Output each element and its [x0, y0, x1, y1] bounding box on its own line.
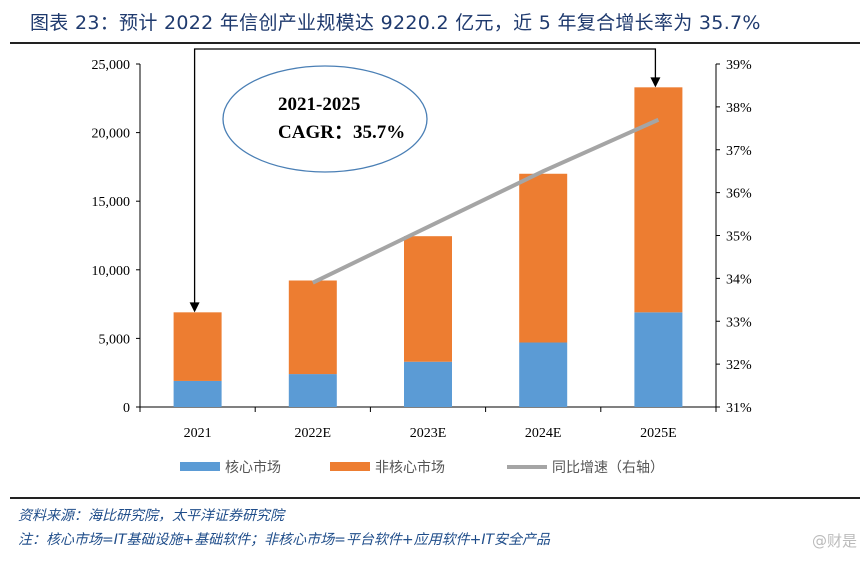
arrow-head-2021	[189, 302, 200, 313]
left-tick-label: 5,000	[99, 332, 131, 347]
bar-core	[173, 380, 222, 407]
right-tick-label: 35%	[726, 230, 752, 245]
bar-noncore	[404, 236, 452, 362]
legend-swatch	[180, 462, 220, 471]
right-tick-label: 39%	[726, 58, 752, 73]
bar-core	[519, 342, 568, 407]
left-tick-label: 25,000	[92, 58, 131, 73]
right-tick-label: 32%	[726, 358, 752, 373]
chart: 0 5,000 10,000 15,000 20,000 25,000 31% 32% 33% 3…	[92, 48, 752, 476]
left-tick-label: 0	[123, 401, 130, 416]
title-rule	[10, 42, 860, 44]
right-tick-label: 33%	[726, 315, 752, 330]
legend-label: 核心市场	[225, 459, 281, 476]
cagr-ellipse	[222, 65, 428, 173]
right-tick-label: 37%	[726, 144, 752, 159]
cagr-label-years: 2021-2025	[278, 94, 360, 115]
x-tick-label: 2025E	[640, 426, 677, 441]
bar-noncore	[173, 312, 222, 381]
right-tick-label: 38%	[726, 101, 752, 116]
legend-label: 非核心市场	[375, 459, 445, 476]
cagr-label-value: CAGR：35.7%	[278, 122, 405, 143]
source-note: 资料来源：海比研究院，太平洋证券研究院	[18, 508, 284, 524]
x-tick-label: 2023E	[410, 426, 447, 441]
figure-title: 图表 23：预计 2022 年信创产业规模达 9220.2 亿元，近 5 年复合…	[30, 12, 761, 34]
footer-rule	[10, 497, 860, 499]
bar-noncore	[288, 280, 337, 375]
arrow-head-2025	[650, 77, 661, 88]
cagr-arrow-line	[193, 48, 657, 305]
definition-note: 注：核心市场=IT基础设施+基础软件；非核心市场=平台软件+应用软件+IT安全产…	[18, 532, 551, 548]
legend-label: 同比增速（右轴）	[552, 460, 664, 476]
legend-swatch	[330, 462, 370, 471]
bar-core	[288, 374, 337, 407]
left-tick-label: 10,000	[92, 264, 131, 279]
left-tick-label: 20,000	[92, 127, 131, 142]
watermark: @财是	[811, 532, 857, 550]
bar-noncore	[519, 173, 568, 343]
right-tick-label: 34%	[726, 272, 752, 287]
x-tick-label: 2024E	[525, 426, 562, 441]
bar-core	[634, 312, 683, 407]
x-tick-label: 2021	[184, 426, 212, 441]
left-tick-label: 15,000	[92, 195, 131, 210]
x-tick-label: 2022E	[295, 426, 332, 441]
growth-line	[311, 117, 660, 285]
bar-core	[404, 361, 452, 407]
right-tick-label: 31%	[726, 401, 752, 416]
right-tick-label: 36%	[726, 187, 752, 202]
